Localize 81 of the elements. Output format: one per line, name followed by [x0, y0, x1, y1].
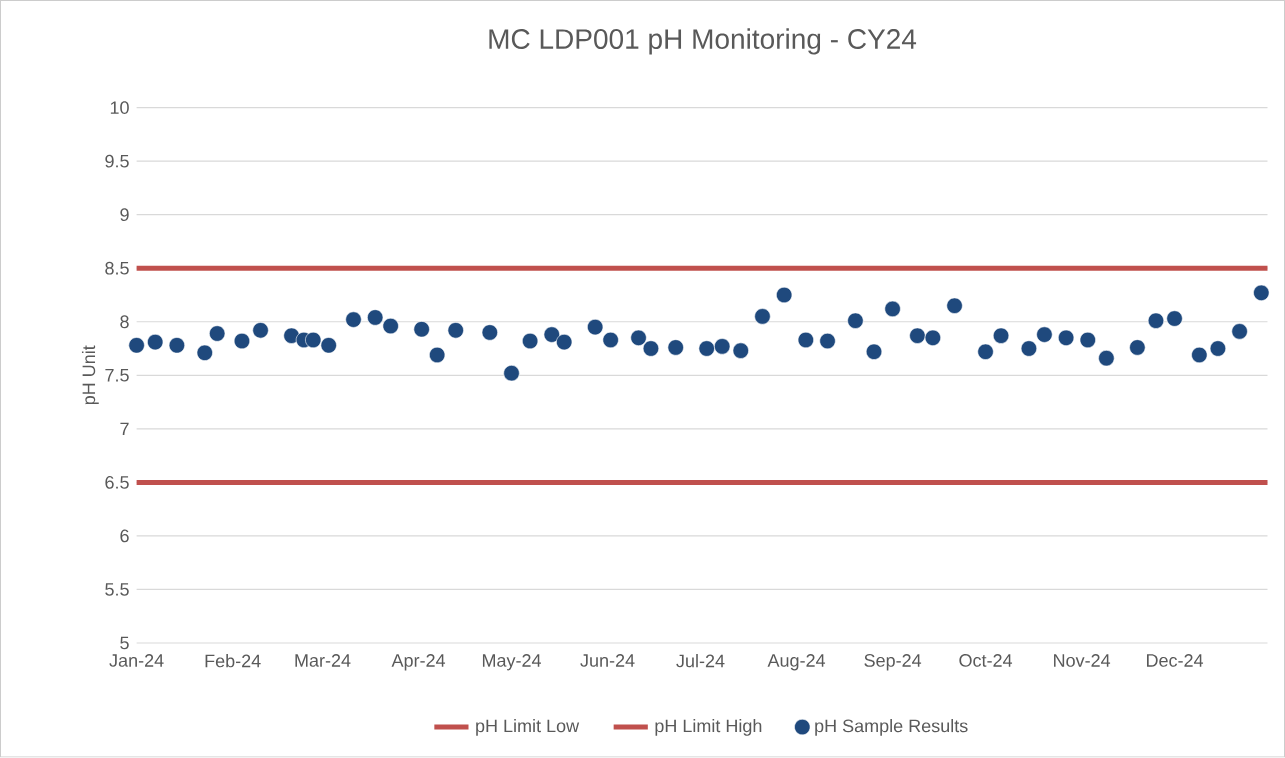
- point: [522, 333, 539, 350]
- point: [1036, 326, 1053, 343]
- point: [977, 343, 994, 361]
- legend-label: pH Limit High: [655, 719, 762, 737]
- y-tick-label: 7.5: [105, 369, 129, 382]
- point: [429, 347, 446, 364]
- point: [128, 337, 145, 354]
- y-tick-label: 7: [120, 422, 129, 436]
- point: [602, 332, 619, 349]
- y-tick-label: 9.5: [105, 154, 129, 168]
- point: [305, 332, 322, 349]
- point: [196, 344, 213, 362]
- point: [382, 318, 399, 335]
- point: [924, 329, 941, 347]
- point: [252, 322, 269, 339]
- point: [209, 325, 226, 342]
- point: [283, 327, 300, 344]
- point: [714, 338, 731, 355]
- point: [481, 324, 498, 341]
- point: [909, 327, 926, 344]
- point: [1098, 350, 1115, 367]
- point: [413, 321, 430, 338]
- point: [1058, 329, 1075, 347]
- point: [865, 343, 883, 361]
- y-tick-label: 6.5: [105, 476, 129, 489]
- point: [819, 333, 836, 350]
- x-tick-label: Nov-24: [1054, 654, 1111, 668]
- y-tick-label: 6: [120, 529, 129, 543]
- point: [503, 365, 520, 382]
- point: [587, 319, 604, 336]
- point: [233, 333, 251, 350]
- x-tick-label: Aug-24: [767, 654, 826, 671]
- y-tick-label: 5.5: [105, 583, 129, 596]
- x-tick-label: Jan-24: [109, 654, 164, 668]
- point: [1253, 284, 1270, 302]
- point: [320, 337, 337, 354]
- point: [543, 326, 560, 343]
- point: [698, 340, 715, 357]
- y-tick-label: 8.5: [105, 262, 129, 275]
- point: [367, 309, 384, 326]
- point: [642, 340, 660, 357]
- y-tick-label: 9: [120, 208, 129, 222]
- point: [667, 339, 684, 356]
- point: [992, 327, 1010, 344]
- x-tick-label: Mar-24: [295, 654, 351, 668]
- point: [1079, 332, 1096, 349]
- y-tick-label: 8: [120, 315, 129, 329]
- point: [556, 334, 573, 351]
- point: [1020, 340, 1038, 357]
- x-tick-label: Feb-24: [205, 654, 261, 668]
- x-tick-label: Jun-24: [580, 654, 635, 668]
- point: [776, 287, 793, 304]
- point: [797, 332, 814, 349]
- point: [1147, 312, 1165, 329]
- point: [732, 342, 749, 359]
- point: [1166, 310, 1183, 327]
- point: [847, 312, 864, 329]
- x-tick-label: Sep-24: [864, 654, 922, 671]
- chart-title: MC LDP001 pH Monitoring - CY24: [489, 28, 917, 55]
- point: [1209, 340, 1227, 357]
- x-tick-label: Apr-24: [391, 654, 446, 671]
- point: [1129, 339, 1146, 356]
- point: [630, 329, 647, 347]
- legend-label: pH Limit Low: [476, 719, 580, 737]
- y-tick-label: 5: [120, 636, 129, 650]
- x-tick-label: May-24: [482, 654, 541, 671]
- x-tick-label: Oct-24: [959, 654, 1013, 668]
- point: [447, 322, 464, 339]
- point: [946, 297, 963, 315]
- x-tick-label: Dec-24: [1146, 654, 1204, 668]
- legend-label: pH Sample Results: [815, 719, 968, 737]
- point: [754, 308, 771, 325]
- point: [1191, 347, 1208, 364]
- point: [884, 301, 901, 318]
- point: [168, 337, 185, 354]
- point: [345, 311, 362, 328]
- y-axis-title: pH Unit: [81, 345, 99, 405]
- point: [1231, 323, 1248, 340]
- x-tick-label: Jul-24: [676, 654, 725, 668]
- point: [147, 334, 164, 351]
- y-tick-label: 10: [110, 101, 129, 115]
